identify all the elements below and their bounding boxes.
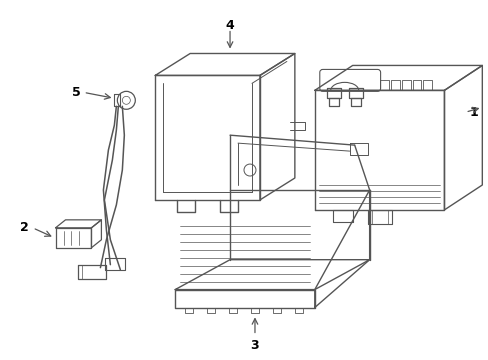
Text: 1: 1	[468, 106, 477, 119]
Text: 3: 3	[250, 339, 259, 352]
Text: 5: 5	[72, 86, 81, 99]
Text: 4: 4	[225, 19, 234, 32]
Text: 2: 2	[20, 221, 29, 234]
